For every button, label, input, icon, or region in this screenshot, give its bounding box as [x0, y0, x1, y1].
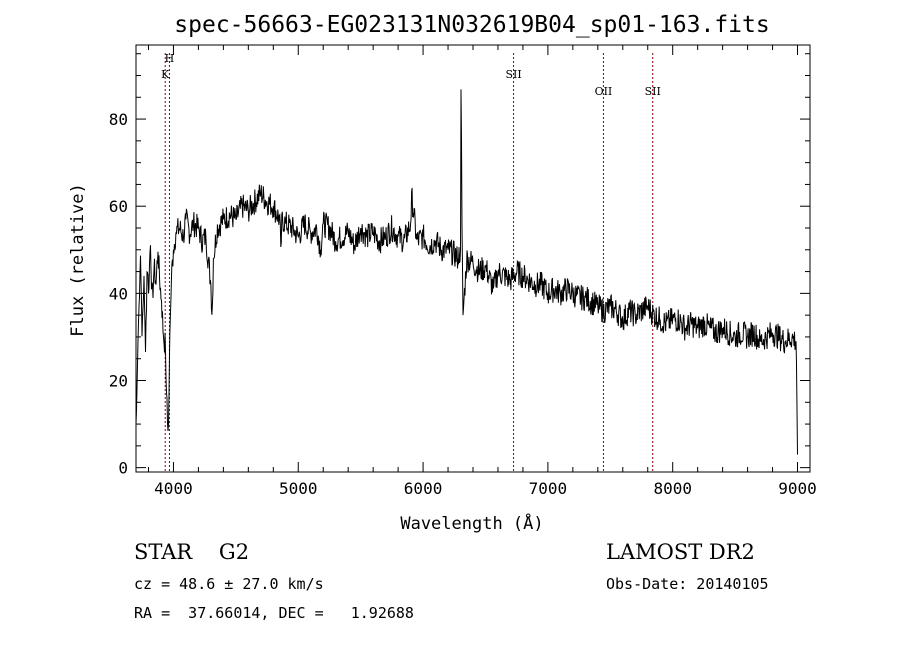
- object-class: STAR G2: [134, 540, 250, 564]
- chart-title: spec-56663-EG023131N032619B04_sp01-163.f…: [174, 12, 769, 38]
- coordinates: RA = 37.66014, DEC = 1.92688: [134, 604, 414, 622]
- survey-name: LAMOST DR2: [606, 540, 755, 564]
- y-tick-label: 80: [109, 110, 128, 129]
- spectrum-line: [135, 89, 798, 455]
- line-marker-label: H: [165, 52, 175, 65]
- x-tick-label: 7000: [529, 479, 568, 498]
- y-axis-label: Flux (relative): [68, 183, 88, 337]
- obs-date: Obs-Date: 20140105: [606, 575, 769, 593]
- y-tick-label: 20: [109, 372, 128, 391]
- x-axis-label: Wavelength (Å): [400, 512, 543, 534]
- x-tick-label: 8000: [653, 479, 692, 498]
- line-marker-label: SII: [645, 85, 661, 98]
- line-marker-label: K: [161, 68, 170, 81]
- line-marker-label: OII: [595, 85, 613, 98]
- redshift-velocity: cz = 48.6 ± 27.0 km/s: [134, 575, 324, 593]
- x-tick-label: 4000: [154, 479, 193, 498]
- x-tick-label: 5000: [279, 479, 318, 498]
- y-tick-label: 60: [109, 197, 128, 216]
- y-tick-label: 40: [109, 284, 128, 303]
- plot-area: 4000 5000 6000 7000 8000 9000 0 20 40 60 80 HK SII OI…: [109, 44, 817, 498]
- y-tick-label: 0: [118, 459, 128, 478]
- x-tick-label: 6000: [404, 479, 443, 498]
- x-tick-label: 9000: [778, 479, 817, 498]
- line-marker-label: SII: [505, 68, 521, 81]
